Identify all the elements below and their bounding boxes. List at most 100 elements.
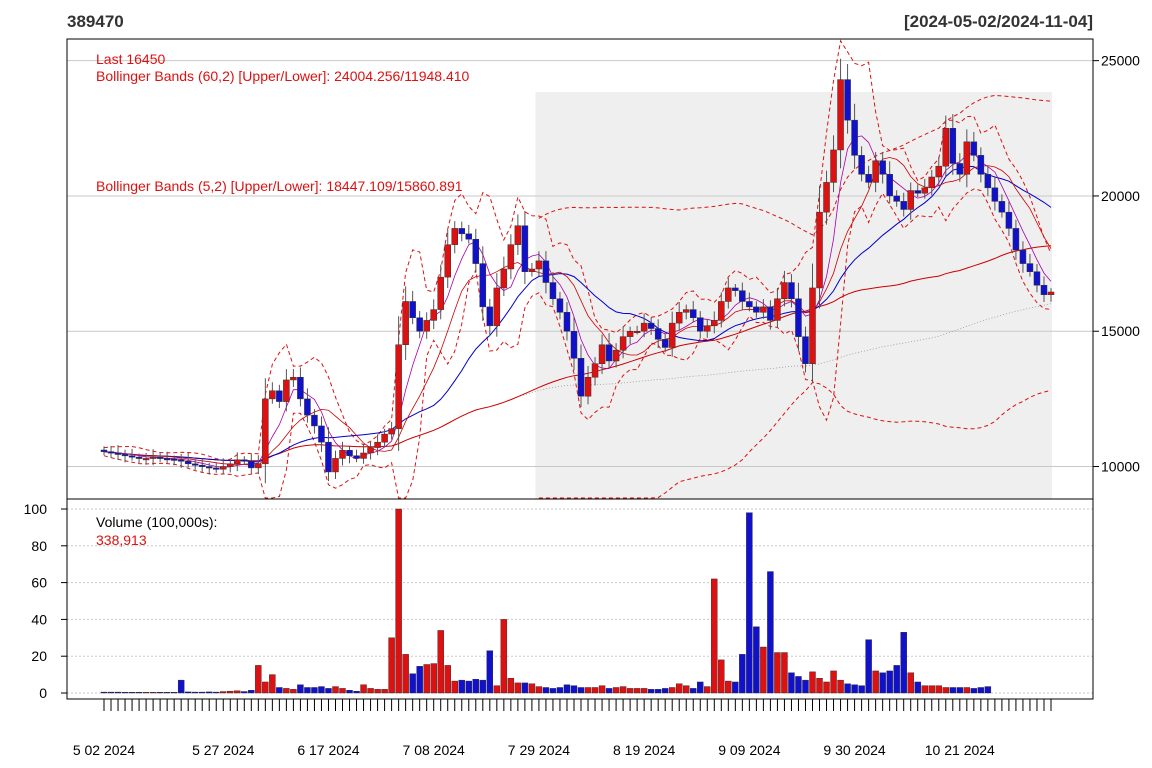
candle-up [612, 349, 620, 362]
volume-bar [921, 685, 928, 694]
candle [163, 451, 171, 464]
volume-bar [984, 686, 992, 694]
candle-down [697, 317, 704, 332]
candle-up [921, 187, 928, 194]
volume-bar [276, 687, 283, 694]
volume-bar [255, 665, 262, 694]
bollinger-60-lower [538, 381, 1052, 499]
candle [872, 152, 879, 193]
volume-tick-label: 0 [39, 685, 47, 701]
volume-bar [577, 687, 585, 694]
volume-bar [661, 688, 669, 694]
candle [830, 135, 837, 193]
candlesticks [100, 58, 1055, 484]
volume-bar [283, 688, 290, 694]
candle [942, 115, 950, 177]
candle-down [732, 287, 739, 291]
date-tick-label: 6 17 2024 [297, 742, 359, 758]
volume-bar [339, 688, 346, 694]
volume-bar [318, 686, 325, 694]
volume-bar [963, 687, 971, 694]
candle-down [346, 450, 353, 456]
candle-down [605, 344, 613, 362]
candle [191, 459, 199, 470]
volume-bar [535, 686, 543, 694]
candle-down [746, 301, 753, 308]
candle-down [661, 339, 669, 348]
volume-bar [823, 681, 830, 694]
candle [647, 317, 655, 336]
candle-up [584, 376, 592, 397]
candle [149, 449, 157, 466]
candle-up [837, 79, 844, 151]
volume-bar [451, 680, 458, 694]
candle-down [556, 298, 564, 313]
volume-bar [844, 683, 851, 694]
candle [591, 357, 599, 386]
candle-up [142, 458, 150, 461]
candle [879, 151, 886, 184]
volume-bar [598, 685, 606, 694]
candle [1040, 276, 1048, 303]
volume-bar [514, 682, 522, 694]
price-tick-label: 20000 [1101, 188, 1140, 204]
volume-bar [556, 687, 564, 694]
candle-up [633, 330, 641, 333]
volume-bar [654, 689, 662, 694]
candle-down [984, 174, 992, 189]
last-price-label: Last 16450 [96, 51, 165, 67]
volume-bar [619, 686, 627, 694]
candle [865, 165, 872, 189]
candle [100, 446, 108, 456]
volume-bar [949, 687, 956, 694]
volume-bar [262, 681, 269, 694]
candle-down [465, 233, 473, 240]
candle [528, 262, 536, 277]
candle [893, 190, 900, 207]
volume-value: 338,913 [96, 532, 147, 548]
candle [318, 416, 325, 452]
candle [970, 131, 978, 162]
candle [367, 441, 374, 460]
volume-bar [549, 688, 557, 694]
candle-up [535, 260, 543, 270]
candle [844, 64, 851, 134]
volume-bar [458, 679, 465, 694]
volume-bar [718, 659, 725, 694]
volume-tick-label: 40 [31, 611, 47, 627]
bollinger-5-upper [103, 39, 1052, 461]
volume-bar [184, 691, 192, 694]
candle [332, 450, 339, 479]
volume-bar [605, 688, 613, 694]
candle-up [704, 325, 711, 332]
volume-bar [332, 686, 339, 694]
volume-bar [388, 637, 395, 694]
candle-up [388, 428, 395, 435]
candle [760, 299, 767, 319]
date-tick-label: 9 09 2024 [718, 742, 780, 758]
candle [718, 292, 725, 328]
candle-down [163, 458, 171, 461]
volume-bar [570, 685, 578, 694]
candle [1047, 288, 1055, 302]
candle [430, 299, 437, 330]
candle [128, 448, 136, 461]
volume-bar [199, 691, 206, 694]
volume-bar [227, 690, 234, 694]
candle-down [191, 463, 199, 466]
candle [977, 147, 985, 183]
candle-down [739, 290, 746, 302]
volume-bar [591, 687, 599, 694]
volume-bar [479, 679, 486, 694]
candle-up [451, 228, 458, 245]
volume-bar [739, 654, 746, 694]
volume-bar [816, 678, 823, 694]
candle-up [444, 244, 451, 278]
volume-bar [704, 686, 711, 694]
candle [416, 311, 423, 339]
candle [395, 316, 402, 451]
candle-up [760, 306, 767, 313]
candle [991, 176, 999, 211]
date-tick-label: 7 29 2024 [508, 742, 570, 758]
volume-bar [640, 688, 648, 694]
